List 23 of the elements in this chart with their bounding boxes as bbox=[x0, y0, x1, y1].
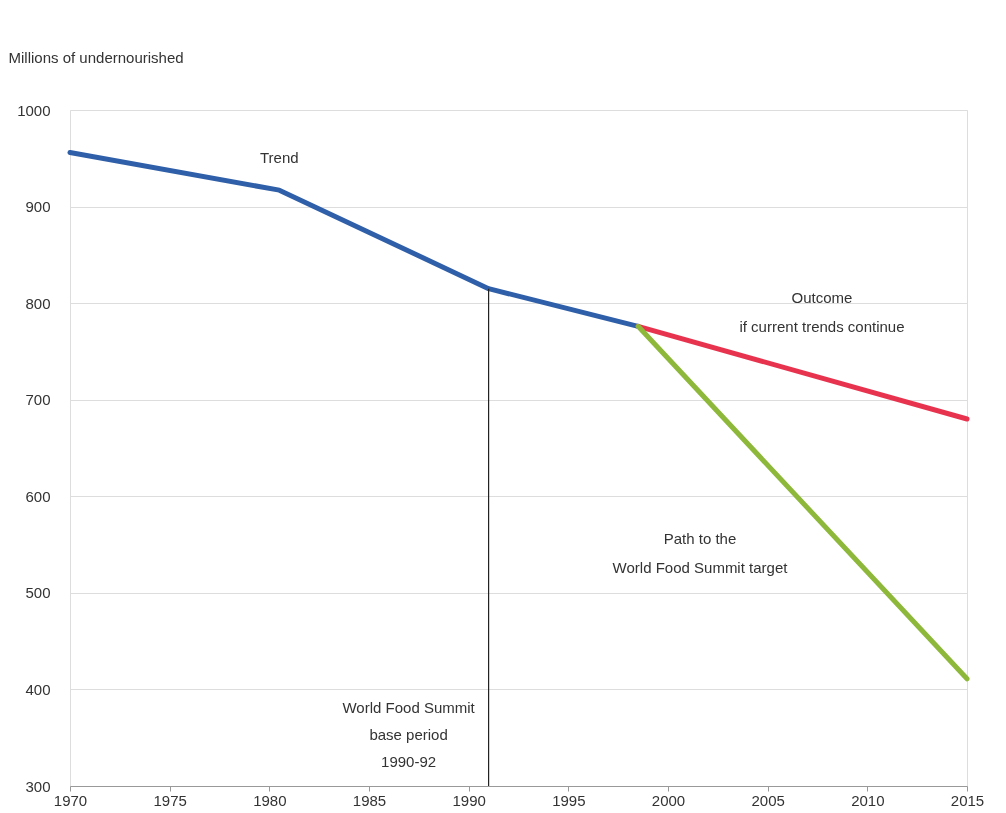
y-tick-label: 700 bbox=[25, 391, 51, 409]
y-tick-label: 400 bbox=[25, 680, 51, 698]
x-tick-label: 2005 bbox=[751, 791, 785, 809]
x-tick-label: 1970 bbox=[53, 791, 88, 809]
y-tick-label: 1000 bbox=[17, 101, 51, 119]
y-tick-label: 300 bbox=[25, 777, 51, 795]
x-tick-label: 2015 bbox=[950, 791, 985, 809]
y-axis-title: Millions of undernourished bbox=[8, 48, 184, 66]
y-tick-label: 600 bbox=[25, 487, 51, 505]
y-tick-label: 900 bbox=[25, 198, 51, 216]
x-tick-label: 1975 bbox=[153, 791, 187, 809]
series-label: Outcome if current trends continue bbox=[739, 289, 905, 336]
x-tick-label: 1990 bbox=[452, 791, 486, 809]
series-label: Trend bbox=[259, 149, 299, 167]
y-tick-label: 500 bbox=[25, 584, 51, 602]
x-tick-label: 1980 bbox=[253, 791, 287, 809]
x-tick-label: 1985 bbox=[352, 791, 387, 809]
x-tick-label: 2000 bbox=[651, 791, 686, 809]
ref-line-label: World Food Summit base period 1990-92 bbox=[342, 699, 476, 770]
series-label: Path to the World Food Summit target bbox=[612, 529, 789, 576]
x-tick-label: 2010 bbox=[851, 791, 885, 809]
x-tick-label: 1995 bbox=[552, 791, 586, 809]
y-tick-label: 800 bbox=[25, 294, 51, 312]
